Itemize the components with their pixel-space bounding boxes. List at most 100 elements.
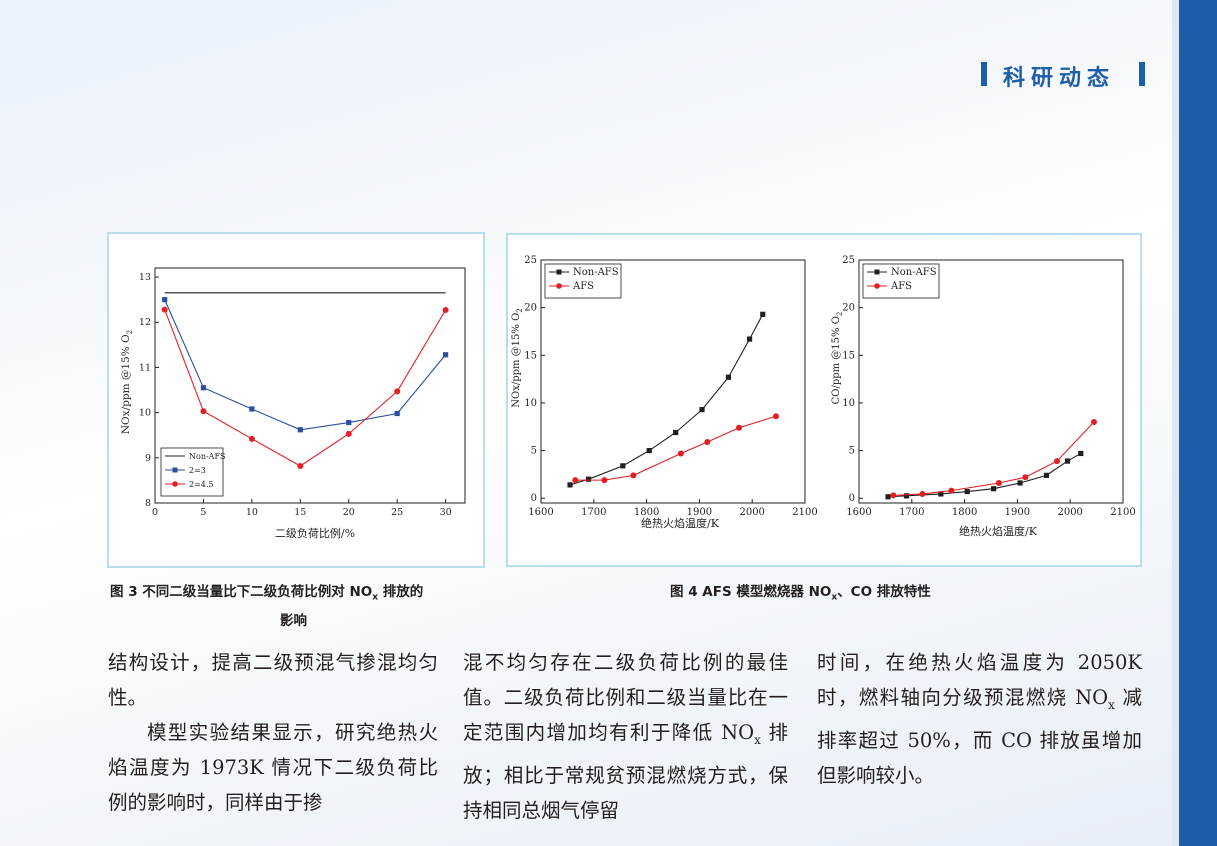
x-tick-label: 1800 (952, 507, 977, 518)
x-tick-label: 2100 (1110, 507, 1135, 518)
legend-marker (874, 283, 880, 289)
body-column-3: 时间，在绝热火焰温度为 2050K 时，燃料轴向分级预混燃烧 NOx 减排率超过… (817, 645, 1142, 793)
y-tick-label: 10 (524, 398, 537, 409)
fig3-xlabel: 二级负荷比例/% (275, 526, 355, 540)
series-line (888, 452, 1082, 498)
data-point (620, 463, 626, 469)
legend-marker (874, 269, 880, 275)
data-point (1090, 419, 1097, 425)
paragraph: 时间，在绝热火焰温度为 2050K 时，燃料轴向分级预混燃烧 NOx 减排率超过… (817, 651, 1142, 787)
data-point (345, 430, 352, 437)
data-point (297, 462, 304, 469)
data-point (646, 447, 652, 454)
data-point (1043, 472, 1050, 478)
fig4-right-ylabel: CO/ppm @15% O2 (831, 312, 844, 405)
data-point (772, 413, 779, 420)
legend-label: 2=3 (189, 466, 206, 475)
x-tick-label: 1900 (1005, 507, 1030, 518)
figure-3-chart: 0 5 10 15 20 25 30 8 9 10 11 12 13 Non-AFS 2=3 2=4.5 二级… (120, 267, 466, 540)
legend-label: AFS (572, 281, 594, 292)
data-point (1064, 458, 1071, 464)
x-tick-label: 1700 (899, 507, 924, 518)
x-tick-label: 1600 (528, 507, 553, 518)
data-point (995, 479, 1002, 486)
blue-sidebar (1179, 0, 1217, 846)
y-tick-label: 25 (842, 255, 855, 266)
series-line (893, 421, 1095, 496)
fig4-right-xlabel: 绝热火焰温度/K (959, 524, 1038, 538)
data-point (746, 336, 753, 342)
y-tick-label: 12 (139, 317, 151, 328)
data-point (162, 297, 168, 303)
x-tick-label: 0 (152, 507, 158, 518)
x-tick-label: 1900 (687, 507, 712, 518)
legend-label: 2=4.5 (189, 480, 214, 489)
data-point (601, 477, 608, 484)
legend-marker (172, 467, 178, 473)
data-point (585, 476, 592, 482)
data-point (991, 486, 997, 492)
x-tick-label: 25 (391, 507, 403, 518)
x-tick-label: 2000 (1057, 507, 1082, 518)
legend-marker (556, 283, 562, 289)
y-tick-label: 20 (842, 303, 855, 314)
data-point (567, 482, 573, 488)
data-point (248, 435, 255, 442)
legend-label: Non-AFS (891, 267, 937, 278)
data-point (200, 385, 207, 391)
data-point (704, 439, 711, 446)
header-bar-left (981, 62, 987, 86)
x-tick-label: 15 (294, 507, 306, 518)
data-point (161, 306, 168, 313)
data-point (394, 388, 401, 395)
data-point (736, 424, 742, 431)
data-point (443, 352, 449, 358)
section-header: 科研动态 (975, 58, 1155, 92)
data-point (297, 427, 303, 433)
header-bar-right (1139, 62, 1145, 86)
data-point (673, 429, 679, 436)
body-column-2: 混不均匀存在二级负荷比例的最佳值。二级负荷比例和二级当量比在一定范围内增加均有利… (463, 645, 788, 828)
y-tick-label: 11 (139, 362, 151, 373)
y-tick-label: 5 (849, 446, 855, 457)
data-point (890, 492, 897, 499)
data-point (699, 407, 705, 413)
series-line (575, 415, 777, 481)
y-tick-label: 0 (849, 493, 855, 504)
y-tick-label: 25 (524, 255, 537, 266)
data-point (885, 494, 891, 500)
paragraph: 模型实验结果显示，研究绝热火焰温度为 1973K 情况下二级负荷比例的影响时，同… (108, 721, 438, 814)
data-point (919, 490, 926, 497)
data-point (938, 491, 944, 497)
legend-marker (172, 481, 178, 487)
section-title: 科研动态 (1003, 66, 1116, 91)
legend-label: Non-AFS (573, 267, 619, 278)
series-line (164, 309, 447, 467)
series-line (164, 299, 447, 431)
figure-3-caption-line2: 影响 (280, 613, 307, 629)
legend-label: AFS (890, 281, 912, 292)
data-point (1017, 480, 1023, 486)
x-tick-label: 20 (343, 507, 355, 518)
series-line (569, 314, 764, 486)
x-tick-label: 5 (200, 507, 206, 518)
data-point (1078, 450, 1084, 457)
figure-4-box: 1600 1700 1800 1900 2000 2100 0 5 10 15 20 25 Non-AF… (506, 233, 1142, 567)
figure-3-caption: 图 3 不同二级当量比下二级负荷比例对 NOx 排放的 (110, 584, 424, 603)
y-tick-label: 5 (531, 446, 537, 457)
x-tick-label: 1700 (581, 507, 606, 518)
y-tick-label: 0 (531, 493, 537, 504)
y-tick-label: 10 (842, 398, 855, 409)
plot-frame (154, 267, 466, 504)
plot-frame (858, 259, 1124, 504)
data-point (394, 410, 400, 417)
figure-3-box: 0 5 10 15 20 25 30 8 9 10 11 12 13 Non-AFS 2=3 2=4.5 二级… (107, 232, 485, 568)
y-tick-label: 15 (524, 350, 537, 361)
y-tick-label: 8 (145, 498, 151, 509)
data-point (200, 408, 207, 415)
data-point (725, 374, 732, 380)
legend-label: Non-AFS (189, 452, 225, 461)
figure-4-caption: 图 4 AFS 模型燃烧器 NOx、CO 排放特性 (670, 584, 931, 603)
data-point (760, 311, 766, 317)
fig3-ylabel-sub: 2 (126, 330, 134, 334)
